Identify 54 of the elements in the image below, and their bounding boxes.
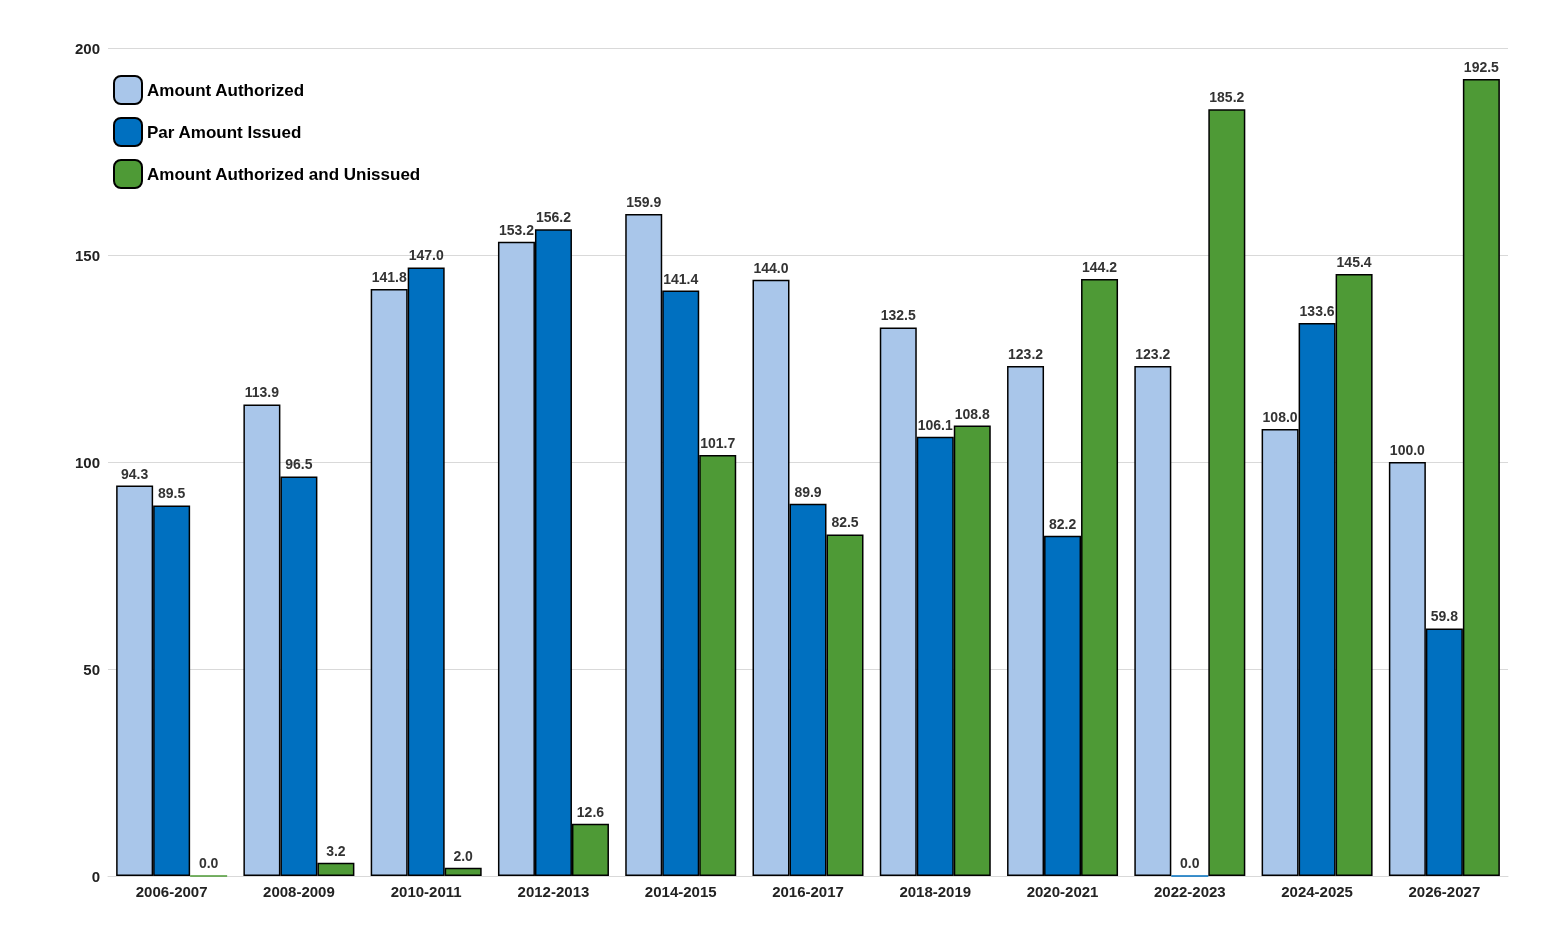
y-tick-label: 200 <box>74 39 100 57</box>
x-tick-label: 2020-2021 <box>1026 883 1099 900</box>
data-label: 108.0 <box>1262 408 1298 425</box>
y-tick-label: 0 <box>91 867 100 885</box>
y-tick-label: 100 <box>74 453 100 471</box>
data-label: 0.0 <box>1180 855 1200 872</box>
y-tick-label: 50 <box>83 660 100 678</box>
legend-label: Par Amount Issued <box>147 122 302 142</box>
data-label: 144.0 <box>753 259 789 276</box>
x-tick-label: 2008-2009 <box>263 883 335 900</box>
data-label: 96.5 <box>285 456 313 473</box>
data-label: 145.4 <box>1336 254 1372 271</box>
data-label: 156.2 <box>535 209 572 226</box>
data-label: 159.9 <box>626 194 662 211</box>
x-tick-label: 2006-2007 <box>135 883 208 900</box>
data-label: 108.8 <box>954 405 990 422</box>
data-label: 123.2 <box>1008 345 1044 362</box>
legend-label: Amount Authorized and Unissued <box>147 164 421 184</box>
data-label: 94.3 <box>121 465 149 482</box>
data-label: 82.2 <box>1048 515 1077 532</box>
data-label: 89.9 <box>794 483 822 500</box>
data-label: 101.7 <box>700 434 736 451</box>
y-tick-label: 150 <box>74 246 100 264</box>
data-label: 141.8 <box>371 268 407 285</box>
data-label: 185.2 <box>1209 89 1245 106</box>
x-tick-label: 2014-2015 <box>644 883 717 900</box>
x-tick-label: 2026-2027 <box>1408 883 1481 900</box>
data-label: 132.5 <box>880 307 916 324</box>
x-tick-label: 2018-2019 <box>899 883 972 900</box>
bar <box>1134 365 1172 876</box>
x-tick-label: 2010-2011 <box>390 883 462 900</box>
bar <box>1208 109 1246 876</box>
data-label: 89.5 <box>158 485 186 502</box>
data-label: 113.9 <box>244 384 280 401</box>
data-label: 3.2 <box>326 842 346 859</box>
data-label: 192.5 <box>1463 59 1500 76</box>
data-label: 82.5 <box>831 514 859 531</box>
x-tick-label: 2016-2017 <box>772 883 844 900</box>
data-label: 153.2 <box>498 221 535 238</box>
legend-label: Amount Authorized <box>147 80 305 100</box>
data-label: 106.1 <box>917 416 953 433</box>
data-label: 141.4 <box>663 270 699 287</box>
data-label: 2.0 <box>453 847 474 864</box>
data-label: 100.0 <box>1389 442 1426 458</box>
data-label: 123.2 <box>1135 345 1171 362</box>
x-tick-label: 2022-2023 <box>1153 883 1226 900</box>
data-label: 12.6 <box>576 803 605 820</box>
data-label: 144.2 <box>1082 259 1118 276</box>
data-label: 0.0 <box>198 855 219 872</box>
data-label: 133.6 <box>1299 302 1335 319</box>
data-label: 59.8 <box>1430 608 1459 625</box>
data-label: 147.0 <box>408 247 444 264</box>
x-tick-label: 2024-2025 <box>1281 883 1353 900</box>
x-tick-label: 2012-2013 <box>517 883 590 900</box>
